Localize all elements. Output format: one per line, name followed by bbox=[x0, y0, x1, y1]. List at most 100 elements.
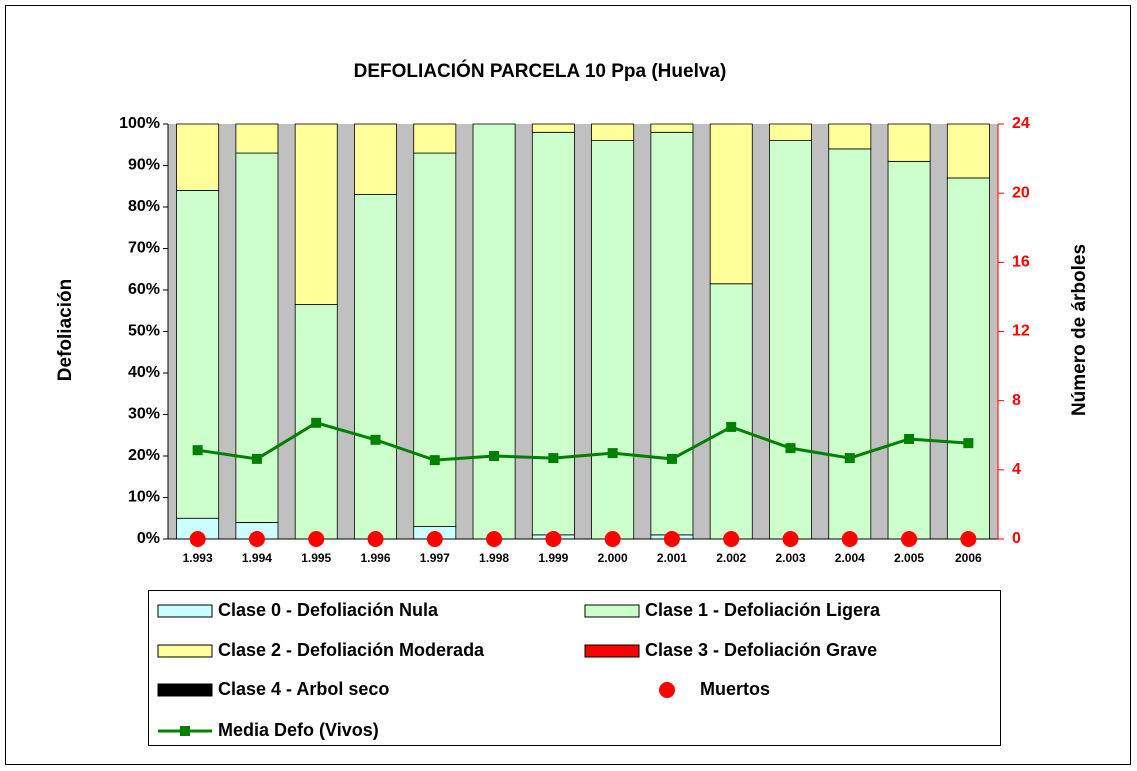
scatter-point bbox=[367, 531, 384, 547]
legend-label: Clase 3 - Defoliación Grave bbox=[645, 640, 877, 660]
y-tick-label: 30% bbox=[128, 406, 160, 423]
bar-segment bbox=[591, 140, 635, 540]
legend-label: Clase 1 - Defoliación Ligera bbox=[645, 600, 881, 620]
y-tick-label: 60% bbox=[128, 281, 160, 298]
legend-swatch bbox=[659, 682, 675, 698]
scatter-point bbox=[901, 531, 918, 547]
bar-segment bbox=[531, 131, 575, 536]
y-tick-label: 10% bbox=[128, 489, 160, 506]
scatter-point bbox=[426, 531, 443, 547]
line-marker bbox=[726, 421, 737, 432]
scatter-point bbox=[782, 531, 799, 547]
bar-segment bbox=[828, 148, 872, 540]
legend-label: Muertos bbox=[700, 679, 770, 699]
line-marker bbox=[548, 453, 559, 464]
scatter-point bbox=[841, 531, 858, 547]
y2-tick-label: 4 bbox=[1012, 461, 1021, 478]
legend-swatch bbox=[157, 604, 213, 618]
scatter-point bbox=[486, 531, 503, 547]
y2-tick-label: 12 bbox=[1012, 323, 1030, 340]
legend-label: Media Defo (Vivos) bbox=[218, 720, 379, 740]
line-marker bbox=[666, 453, 677, 464]
x-tick-label: 2006 bbox=[955, 551, 982, 565]
y2-tick-label: 24 bbox=[1012, 115, 1030, 132]
y-tick-label: 100% bbox=[119, 115, 160, 132]
scatter-point bbox=[248, 531, 265, 547]
line-marker bbox=[489, 451, 500, 461]
x-tick-label: 2.004 bbox=[835, 551, 865, 565]
y-tick-label: 50% bbox=[128, 323, 160, 340]
x-tick-label: 1.994 bbox=[242, 551, 272, 565]
bar-segment bbox=[176, 123, 220, 191]
line-marker bbox=[963, 438, 974, 449]
y2-tick-label: 16 bbox=[1012, 254, 1030, 271]
legend-swatch bbox=[584, 644, 640, 658]
x-tick-label: 2.001 bbox=[657, 551, 687, 565]
bar-segment bbox=[413, 123, 457, 154]
legend-label: Clase 2 - Defoliación Moderada bbox=[218, 640, 485, 660]
legend-swatch bbox=[180, 726, 190, 736]
scatter-point bbox=[189, 531, 206, 547]
bar-segment bbox=[294, 123, 338, 305]
y-tick-label: 70% bbox=[128, 240, 160, 257]
bar-segment bbox=[650, 131, 694, 536]
chart-title: DEFOLIACIÓN PARCELA 10 Ppa (Huelva) bbox=[354, 60, 727, 82]
line-marker bbox=[311, 417, 322, 428]
line-marker bbox=[251, 453, 262, 464]
bar-segment bbox=[531, 123, 575, 133]
bar-segment bbox=[887, 160, 931, 540]
y2-tick-label: 0 bbox=[1012, 530, 1021, 547]
x-tick-label: 1.996 bbox=[360, 551, 390, 565]
x-tick-label: 2.002 bbox=[716, 551, 746, 565]
bar-segment bbox=[887, 123, 931, 162]
line-marker bbox=[844, 453, 855, 464]
legend-swatch bbox=[157, 644, 213, 658]
line-marker bbox=[192, 445, 203, 456]
x-tick-label: 2.003 bbox=[775, 551, 805, 565]
bar-segment bbox=[591, 123, 635, 142]
scatter-point bbox=[723, 531, 740, 547]
scatter-point bbox=[545, 531, 562, 547]
y-axis-label: Defoliación bbox=[55, 279, 76, 381]
legend-label: Clase 0 - Defoliación Nula bbox=[218, 600, 439, 620]
line-marker bbox=[785, 443, 796, 454]
legend-label: Clase 4 - Arbol seco bbox=[218, 679, 389, 699]
x-tick-label: 2.005 bbox=[894, 551, 924, 565]
bar-segment bbox=[769, 123, 812, 142]
x-tick-label: 2.000 bbox=[598, 551, 628, 565]
bar-segment bbox=[176, 189, 220, 519]
scatter-point bbox=[663, 531, 680, 547]
x-tick-label: 1.998 bbox=[479, 551, 509, 565]
scatter-point bbox=[960, 531, 977, 547]
bar-segment bbox=[709, 283, 753, 540]
x-tick-label: 1.999 bbox=[538, 551, 568, 565]
bar-segment bbox=[354, 123, 397, 195]
y-tick-label: 20% bbox=[128, 447, 160, 464]
line-marker bbox=[429, 455, 440, 466]
bar-segment bbox=[650, 123, 694, 133]
bar-segment bbox=[946, 123, 990, 179]
scatter-point bbox=[604, 531, 621, 547]
y-tick-label: 90% bbox=[128, 157, 160, 174]
y-tick-label: 80% bbox=[128, 198, 160, 215]
legend-swatch bbox=[157, 683, 213, 697]
y2-axis-label: Número de árboles bbox=[1069, 244, 1090, 416]
y2-tick-label: 8 bbox=[1012, 392, 1021, 409]
bar-segment bbox=[472, 123, 516, 540]
line-marker bbox=[607, 448, 618, 459]
bar-segment bbox=[235, 123, 279, 154]
legend-swatch bbox=[584, 604, 640, 618]
bar-segment bbox=[709, 123, 753, 285]
plot-area bbox=[168, 124, 998, 539]
x-tick-label: 1.997 bbox=[420, 551, 450, 565]
y-tick-label: 40% bbox=[128, 364, 160, 381]
line-marker bbox=[370, 434, 381, 445]
y2-tick-label: 20 bbox=[1012, 184, 1030, 201]
bar-segment bbox=[946, 177, 990, 540]
bar-segment bbox=[828, 123, 872, 150]
bar-segment bbox=[235, 152, 279, 523]
y-tick-label: 0% bbox=[137, 530, 160, 547]
bar-segment bbox=[413, 152, 457, 527]
bar-segment bbox=[354, 194, 397, 540]
